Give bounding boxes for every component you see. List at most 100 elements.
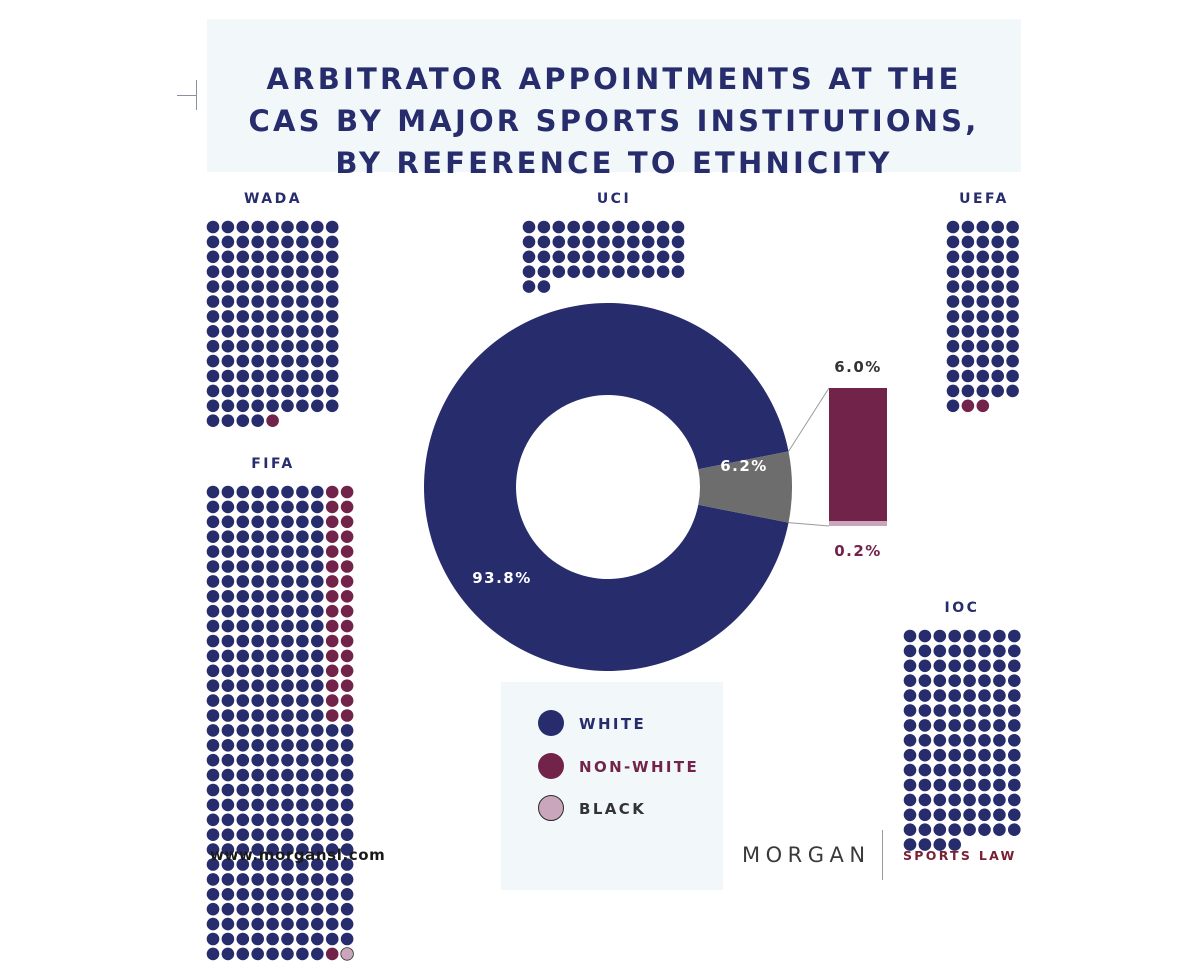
waffle-dot-wada [325,235,339,249]
waffle-dot-ioc [1008,689,1021,702]
waffle-dot-fifa [296,679,309,692]
waffle-dot-fifa [251,604,264,618]
waffle-dot-fifa [236,902,250,916]
waffle-dot-ioc [978,644,991,658]
waffle-dot-fifa [221,530,235,543]
waffle-dot-uci [612,220,625,234]
waffle-dot-fifa [251,545,264,558]
waffle-dot-uci [522,220,536,234]
waffle-dot-ioc [918,734,932,747]
waffle-dot-wada [296,280,309,293]
waffle-dot-wada [281,235,294,249]
waffle-dot-uefa [976,265,990,279]
waffle-dot-fifa [236,530,250,543]
waffle-dot-uefa [976,339,990,353]
waffle-dot-fifa [311,575,324,588]
waffle-dot-fifa [221,709,235,722]
waffle-dot-fifa [236,515,250,529]
waffle-dot-fifa [266,798,279,812]
waffle-dot-wada [296,339,309,353]
waffle-dot-wada [251,325,264,338]
waffle-dot-fifa [251,664,264,678]
waffle-dot-uefa [1006,235,1019,249]
waffle-dot-fifa [236,664,250,678]
waffle-dot-ioc [1008,793,1021,807]
waffle-dot-wada [266,384,279,398]
waffle-dot-fifa [206,664,220,678]
waffle-dot-wada [221,384,235,398]
waffle-dot-fifa [340,619,354,633]
waffle-dot-ioc [963,719,976,732]
waffle-dot-wada [311,339,324,353]
waffle-dot-wada [236,339,250,353]
waffle-dot-ioc [993,823,1006,836]
waffle-dot-fifa [340,902,354,916]
waffle-dot-fifa [266,619,279,633]
waffle-dot-fifa [325,947,339,961]
waffle-dot-fifa [281,619,294,633]
waffle-dot-fifa [311,858,324,871]
waffle-dot-fifa [340,888,354,901]
waffle-dot-wada [311,265,324,279]
waffle-dot-uefa [991,250,1004,264]
waffle-dot-fifa [311,515,324,529]
waffle-dot-ioc [918,748,932,762]
donut-slice-1 [423,302,789,671]
waffle-dot-fifa [206,783,220,797]
waffle-dot-fifa [206,873,220,886]
waffle-dot-fifa [340,783,354,797]
waffle-dot-uefa [1006,280,1019,293]
donut-label-1: 93.8% [472,569,532,587]
waffle-dot-ioc [903,823,917,836]
waffle-dot-wada [266,310,279,323]
waffle-dot-fifa [221,753,235,767]
waffle-dot-ioc [993,778,1006,792]
waffle-dot-uefa [976,384,990,398]
waffle-dot-fifa [340,843,354,856]
waffle-dot-uci [597,265,610,279]
waffle-dot-ioc [978,808,991,822]
waffle-dot-fifa [221,649,235,663]
waffle-dot-ioc [933,629,947,643]
waffle-dot-uefa [991,310,1004,323]
waffle-dot-ioc [948,838,961,851]
waffle-dot-wada [296,354,309,368]
waffle-dot-uci [627,250,640,264]
waffle-dot-wada [325,220,339,234]
waffle-dot-uci [567,235,580,249]
waffle-dot-ioc [933,689,947,702]
legend-swatch-non-white [538,753,564,779]
waffle-dot-ioc [903,644,917,658]
waffle-dot-wada [221,250,235,264]
waffle-dot-wada [236,250,250,264]
waffle-dot-uefa [976,310,990,323]
waffle-dot-ioc [948,734,961,747]
waffle-dot-ioc [918,704,932,717]
waffle-dot-ioc [993,644,1006,658]
waffle-dot-fifa [311,604,324,618]
waffle-dot-fifa [266,724,279,737]
waffle-dot-fifa [251,753,264,767]
waffle-dot-fifa [296,515,309,529]
title-line-3: BY REFERENCE TO ETHNICITY [335,146,893,180]
waffle-dot-uefa [991,325,1004,338]
waffle-dot-ioc [1008,704,1021,717]
waffle-dot-fifa [311,709,324,722]
waffle-dot-ioc [1008,719,1021,732]
waffle-dot-fifa [281,828,294,841]
waffle-dot-ioc [933,674,947,687]
waffle-dot-wada [266,250,279,264]
waffle-dot-ioc [978,748,991,762]
waffle-dot-uefa [991,265,1004,279]
waffle-dot-fifa [236,917,250,931]
waffle-dot-ioc [1008,644,1021,658]
waffle-dot-fifa [236,590,250,603]
website-link[interactable]: www.morgansl.com [210,846,386,864]
waffle-dot-uci [612,235,625,249]
breakdown-bar-black [829,521,887,526]
waffle-dot-fifa [281,932,294,946]
waffle-dot-wada [206,235,220,249]
waffle-dot-ioc [918,644,932,658]
waffle-dot-fifa [311,530,324,543]
waffle-dot-fifa [206,694,220,707]
